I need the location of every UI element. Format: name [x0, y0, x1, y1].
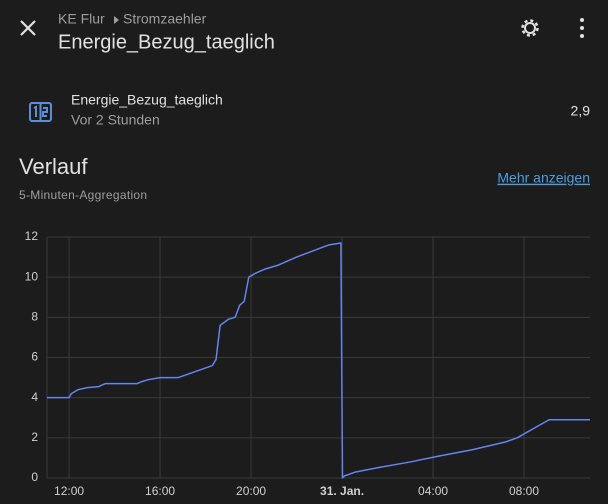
- x-tick-label: 04:00: [418, 484, 448, 498]
- x-tick-label: 31. Jan.: [320, 484, 364, 498]
- entity-icon: [29, 102, 52, 122]
- icon-glyph: [33, 105, 37, 117]
- breadcrumb-device[interactable]: Stromzaehler: [123, 11, 207, 27]
- close-button[interactable]: [20, 20, 36, 36]
- x-tick-label: 12:00: [54, 484, 84, 498]
- menu-button[interactable]: [580, 18, 584, 38]
- dot: [580, 34, 584, 38]
- y-tick-label: 0: [31, 470, 38, 484]
- breadcrumb-area[interactable]: KE Flur: [58, 11, 105, 27]
- breadcrumb-separator: [114, 16, 119, 24]
- y-tick-label: 4: [31, 390, 38, 404]
- section-title: Verlauf: [19, 154, 88, 179]
- entity-last-changed: Vor 2 Stunden: [71, 112, 160, 128]
- dialog-title: Energie_Bezug_taeglich: [58, 31, 275, 53]
- x-tick-label: 20:00: [236, 484, 266, 498]
- y-tick-label: 8: [31, 310, 38, 324]
- icon-glyph: [42, 107, 48, 117]
- close-icon: [20, 20, 36, 36]
- gear-ring: [524, 22, 536, 34]
- entity-state: 2,9: [571, 103, 591, 119]
- y-tick-label: 2: [31, 430, 38, 444]
- section-subtitle: 5-Minuten-Aggregation: [19, 188, 147, 202]
- x-tick-label: 08:00: [509, 484, 539, 498]
- y-tick-label: 6: [31, 350, 38, 364]
- y-tick-label: 12: [25, 229, 39, 243]
- data-line: [47, 242, 590, 479]
- dot: [580, 18, 584, 22]
- settings-button[interactable]: [521, 19, 539, 37]
- x-tick-label: 16:00: [145, 484, 175, 498]
- y-tick-label: 10: [25, 269, 39, 283]
- entity-name: Energie_Bezug_taeglich: [71, 92, 223, 108]
- more-link[interactable]: Mehr anzeigen: [497, 170, 590, 186]
- dot: [580, 26, 584, 30]
- gear-teeth: [521, 19, 539, 37]
